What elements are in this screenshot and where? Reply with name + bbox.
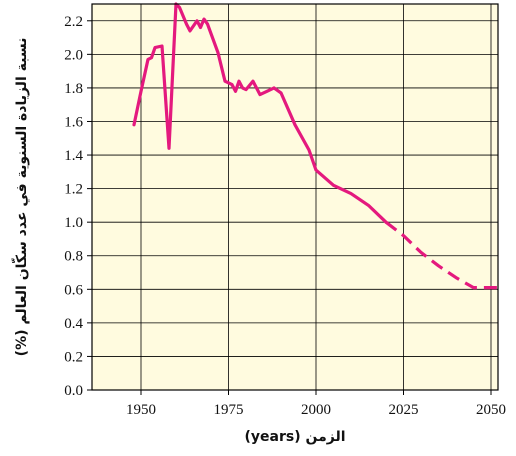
y-tick-label: 0.8 [64, 249, 83, 265]
plot-frame [91, 3, 499, 391]
x-tick-label: 2025 [389, 402, 419, 418]
y-tick-labels: 0.0 0.2 0.4 0.6 0.8 1.0 1.2 1.4 1.6 1.8 2.0 2.2 [64, 14, 83, 399]
y-tick-label: 1.0 [64, 215, 83, 231]
y-tick-label: 1.8 [64, 81, 83, 97]
x-tick-label: 1975 [214, 402, 244, 418]
plot-background [92, 4, 498, 390]
y-tick-label: 1.2 [64, 182, 83, 198]
y-tick-label: 2.2 [64, 14, 83, 30]
y-tick-label: 2.0 [64, 47, 83, 63]
y-tick-label: 0.0 [64, 383, 83, 399]
projection-line [385, 220, 498, 290]
y-tick-label: 1.6 [64, 114, 83, 130]
x-tick-labels: 1950 1975 2000 2025 2050 [126, 402, 506, 418]
grid-lines [92, 4, 498, 390]
series-layer [132, 2, 498, 290]
y-axis-title: نسبة الزيادة السنوية في عدد سكّان العالم… [12, 38, 30, 357]
x-tick-label: 2000 [301, 402, 331, 418]
growth-rate-line [132, 2, 388, 224]
x-axis-title: الزمن (years) [244, 429, 345, 445]
y-tick-label: 0.4 [64, 316, 83, 332]
x-tick-label: 2050 [476, 402, 506, 418]
x-tick-label: 1950 [126, 402, 156, 418]
tick-marks [87, 20, 492, 395]
y-tick-label: 1.4 [64, 148, 83, 164]
y-tick-label: 0.2 [64, 349, 83, 365]
y-tick-label: 0.6 [64, 282, 83, 298]
